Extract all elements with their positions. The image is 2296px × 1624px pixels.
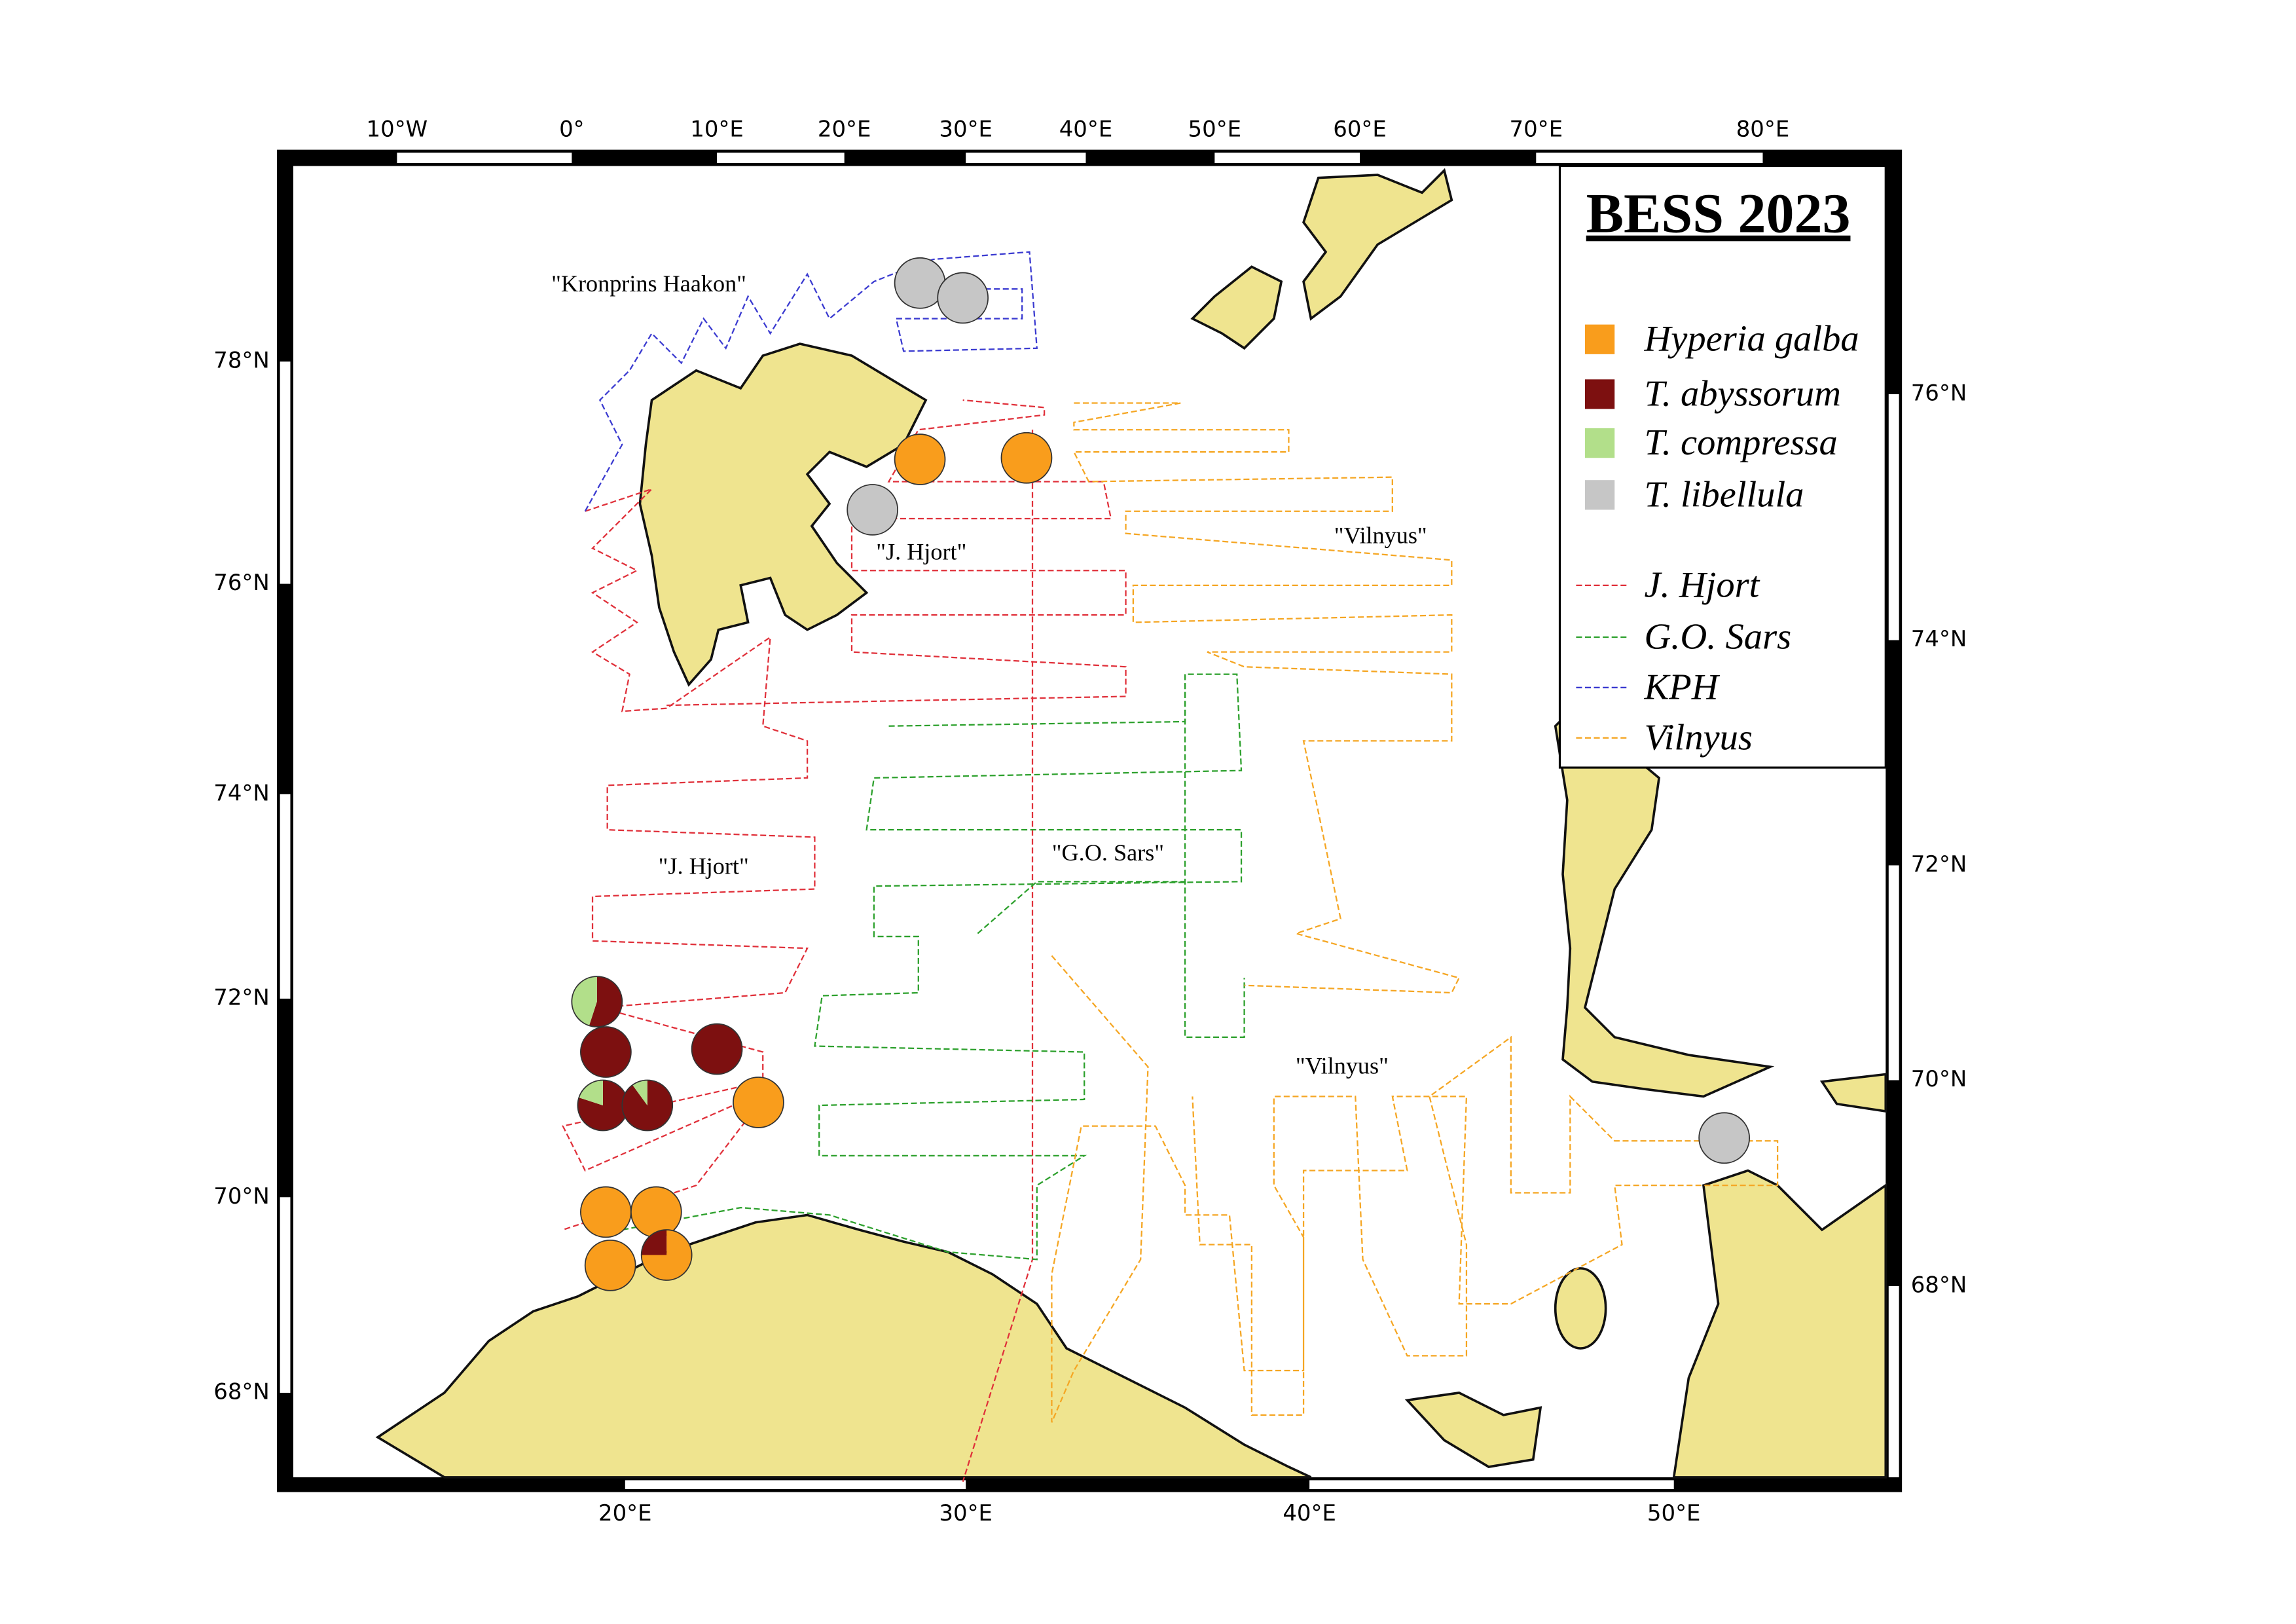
land-east <box>1672 1073 1887 1479</box>
track <box>622 673 1243 1261</box>
left-tick-label: 72°N <box>213 986 270 1011</box>
legend-title: BESS 2023 <box>1586 182 1851 245</box>
station-pie <box>691 1023 743 1075</box>
station-pie <box>584 1239 636 1291</box>
track <box>1072 402 1461 994</box>
station-slice <box>622 1080 673 1131</box>
right-tick-label: 76°N <box>1911 380 1967 406</box>
top-tick-label: 50°E <box>1188 117 1242 143</box>
legend-swatch <box>1584 324 1615 354</box>
track <box>584 251 1038 512</box>
land-svalbard <box>638 342 928 687</box>
station-slice <box>579 1080 603 1105</box>
legend: BESS 2023 <box>1558 164 1887 769</box>
legend-label: KPH <box>1643 667 1720 707</box>
station-outline <box>571 976 623 1027</box>
bottom-tick-label: 20°E <box>598 1501 652 1526</box>
right-tick-label: 70°N <box>1911 1067 1967 1092</box>
station-pie <box>733 1077 784 1128</box>
station-slice <box>572 976 597 1026</box>
station-pie <box>1698 1112 1751 1164</box>
station-slice <box>577 1080 629 1131</box>
bottom-tick-label: 30°E <box>939 1501 993 1526</box>
track <box>1051 955 1779 1423</box>
map-label: "Vilnyus" <box>1296 1053 1389 1079</box>
left-tick-label: 74°N <box>213 781 270 806</box>
legend-label: G.O. Sars <box>1644 617 1791 657</box>
station-slice <box>589 976 623 1027</box>
map-label: "Kronprins Haakon" <box>551 270 746 297</box>
legend-label: T. abyssorum <box>1644 373 1841 414</box>
station-outline <box>621 1079 674 1132</box>
land-kolguev <box>1554 1267 1607 1350</box>
track <box>562 488 816 1231</box>
station-pie <box>894 434 946 485</box>
top-tick-label: 60°E <box>1333 117 1387 143</box>
legend-label: Hyperia galba <box>1643 319 1859 360</box>
legend-swatch <box>1584 379 1615 409</box>
top-tick-label: 20°E <box>818 117 871 143</box>
station-pie <box>580 1186 632 1238</box>
frame-segments <box>280 153 1899 1489</box>
map-label: "Vilnyus" <box>1334 523 1427 549</box>
land-novaya-zemlya <box>1554 709 1775 1098</box>
legend-label: T. compressa <box>1644 422 1837 463</box>
left-tick-label: 78°N <box>213 348 270 374</box>
top-tick-label: 0° <box>559 117 585 143</box>
right-tick-label: 72°N <box>1911 852 1967 877</box>
station-pie <box>847 484 899 536</box>
top-tick-label: 40°E <box>1059 117 1113 143</box>
top-tick-label: 70°E <box>1510 117 1563 143</box>
station-slice <box>641 1230 667 1255</box>
legend-swatch <box>1584 428 1615 458</box>
top-tick-label: 80°E <box>1736 117 1790 143</box>
land-kola <box>1404 1392 1542 1468</box>
map-label: "J. Hjort" <box>876 539 966 565</box>
legend-label: T. libellula <box>1644 474 1804 515</box>
station-pie <box>1000 432 1053 484</box>
track <box>666 399 1127 707</box>
station-pie <box>580 1026 632 1078</box>
top-tick-label: 30°E <box>939 117 993 143</box>
left-tick-label: 70°N <box>213 1184 270 1209</box>
map-label: "J. Hjort" <box>659 853 749 879</box>
legend-label: Vilnyus <box>1644 717 1752 758</box>
station-pie <box>937 272 989 324</box>
map-label: "G.O. Sars" <box>1052 840 1164 866</box>
legend-box <box>1558 164 1887 769</box>
bottom-tick-label: 50°E <box>1647 1501 1701 1526</box>
station-pie <box>630 1186 682 1238</box>
right-tick-label: 68°N <box>1911 1273 1967 1299</box>
track <box>1184 674 1245 1039</box>
right-tick-label: 74°N <box>1911 627 1967 652</box>
top-tick-label: 10°E <box>690 117 744 143</box>
left-tick-label: 76°N <box>213 570 270 596</box>
legend-label: J. Hjort <box>1644 564 1760 605</box>
land-franz-josef <box>1190 168 1453 350</box>
left-tick-label: 68°N <box>213 1379 270 1405</box>
tracks <box>562 251 1779 1483</box>
legend-swatch <box>1584 480 1615 510</box>
bottom-tick-label: 40°E <box>1283 1501 1336 1526</box>
station-slice <box>632 1080 647 1105</box>
top-tick-label: 10°W <box>367 117 428 143</box>
station-outline <box>640 1229 693 1281</box>
